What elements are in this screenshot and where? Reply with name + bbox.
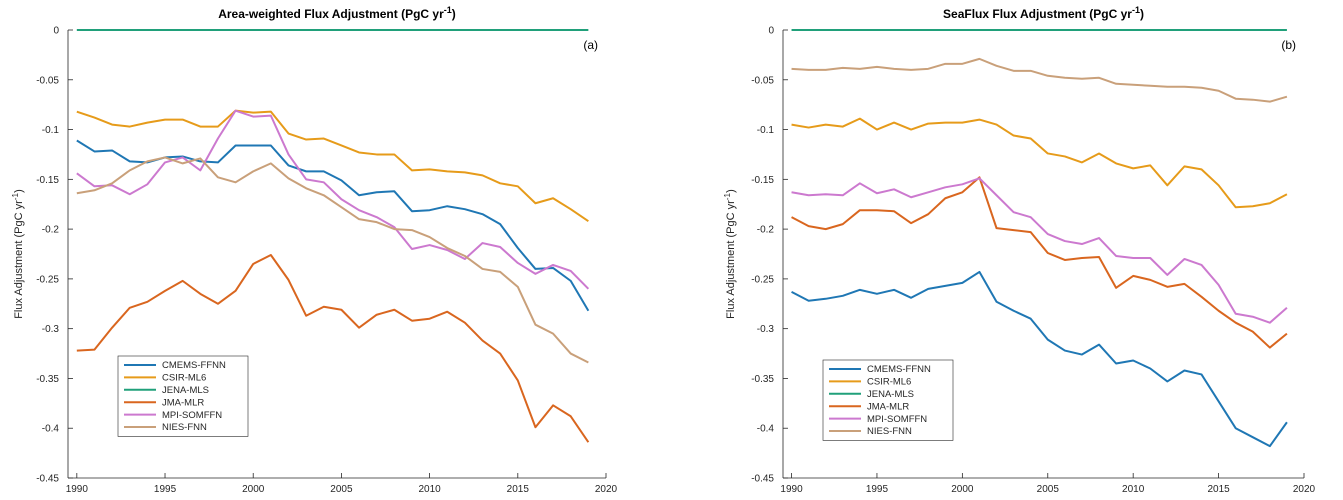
chart-panel-a: 0 -0.05 -0.1 -0.15 -0.2 -0.25 -0.3 -0.35 -0.4 -0.…: [11, 5, 618, 495]
x-tick-label: 2000: [951, 484, 974, 495]
series-line-jma-mlr: [76, 254, 590, 443]
x-tick-label: 2005: [330, 484, 353, 495]
y-tick-label: 0: [768, 26, 774, 37]
y-tick-label: -0.3: [42, 324, 60, 335]
series-line-cmems-ffnn: [76, 139, 590, 312]
series-line-nies-fnn: [791, 57, 1288, 103]
chart-title: Area-weighted Flux Adjustment (PgC yr-1): [218, 5, 456, 21]
y-axis-label: Flux Adjustment (PgC yr-1): [11, 189, 26, 319]
legend-entry: JENA-MLS: [162, 385, 209, 396]
x-tick-label: 2020: [595, 484, 618, 495]
y-tick-label: -0.45: [36, 474, 59, 485]
y-tick-label: -0.05: [751, 75, 774, 86]
y-tick-label: -0.1: [757, 125, 775, 136]
y-tick-label: -0.3: [757, 324, 775, 335]
x-tick-label: 2015: [507, 484, 530, 495]
series-line-cmems-ffnn: [791, 270, 1288, 448]
y-tick-label: -0.15: [36, 175, 59, 186]
y-tick-label: -0.4: [42, 424, 60, 435]
legend-entry: NIES-FNN: [867, 426, 912, 437]
x-tick-label: 1990: [66, 484, 89, 495]
series-line-jma-mlr: [791, 176, 1288, 349]
legend-entry: CSIR-ML6: [162, 373, 206, 384]
x-tick-label: 1990: [780, 484, 803, 495]
legend-entry: CMEMS-FFNN: [867, 364, 931, 375]
y-tick-label: -0.25: [36, 274, 59, 285]
x-tick-label: 2010: [1122, 484, 1145, 495]
legend-entry: MPI-SOMFFN: [162, 410, 222, 421]
y-tick-label: -0.05: [36, 75, 59, 86]
legend-entry: JMA-MLR: [162, 397, 204, 408]
x-tick-label: 2010: [418, 484, 441, 495]
x-tick-label: 1995: [154, 484, 177, 495]
y-tick-label: -0.15: [751, 175, 774, 186]
legend-entry: JMA-MLR: [867, 401, 909, 412]
y-tick-label: -0.35: [751, 374, 774, 385]
panel-label: (a): [583, 38, 598, 52]
y-tick-label: 0: [53, 26, 59, 37]
x-tick-label: 2015: [1207, 484, 1230, 495]
legend-entry: CSIR-ML6: [867, 377, 911, 388]
series-line-csir-ml6: [791, 117, 1288, 209]
y-tick-label: -0.2: [42, 225, 60, 236]
y-tick-label: -0.25: [751, 274, 774, 285]
panel-label: (b): [1281, 38, 1296, 52]
legend-box: [822, 359, 954, 441]
x-tick-label: 1995: [866, 484, 889, 495]
legend-entry: CMEMS-FFNN: [162, 360, 226, 371]
x-tick-label: 2000: [242, 484, 265, 495]
legend-entry: JENA-MLS: [867, 389, 914, 400]
series-line-nies-fnn: [76, 156, 589, 364]
legend-entry: NIES-FNN: [162, 422, 207, 433]
series-line-mpi-somffn: [76, 109, 590, 290]
legend-entry: MPI-SOMFFN: [867, 414, 927, 425]
legend-box: [117, 355, 249, 437]
chart-title: SeaFlux Flux Adjustment (PgC yr-1): [943, 5, 1144, 21]
x-tick-label: 2020: [1293, 484, 1316, 495]
y-tick-label: -0.45: [751, 474, 774, 485]
y-tick-label: -0.1: [42, 125, 60, 136]
y-tick-label: -0.35: [36, 374, 59, 385]
y-axis-label: Flux Adjustment (PgC yr-1): [723, 189, 738, 319]
series-line-mpi-somffn: [791, 177, 1288, 324]
y-tick-label: -0.4: [757, 424, 775, 435]
series-line-csir-ml6: [76, 109, 589, 222]
chart-panel-b: 0 -0.05 -0.1 -0.15 -0.2 -0.25 -0.3 -0.35 -0.4 -0.…: [723, 5, 1316, 495]
y-tick-label: -0.2: [757, 225, 775, 236]
x-tick-label: 2005: [1037, 484, 1060, 495]
